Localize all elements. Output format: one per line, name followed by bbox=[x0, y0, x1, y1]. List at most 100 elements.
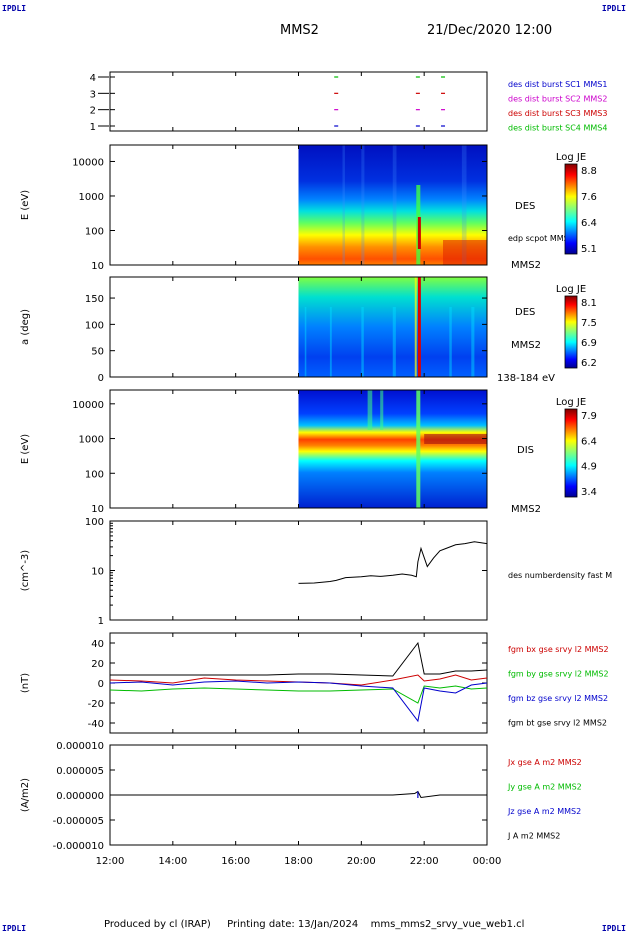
dis-energy-spectrogram bbox=[298, 390, 487, 508]
x-tick-label: 16:00 bbox=[221, 856, 250, 867]
y-axis-label: E (eV) bbox=[20, 434, 31, 464]
spectrogram-streak bbox=[380, 390, 384, 430]
colorbar-tick-label: 8.8 bbox=[581, 166, 597, 177]
spectrogram-streak bbox=[392, 307, 396, 377]
y-tick-label: 10000 bbox=[72, 157, 104, 168]
y-tick-label: 10000 bbox=[72, 400, 104, 411]
y-tick-label: 100 bbox=[85, 469, 104, 480]
corner-label-bl: IPDLI bbox=[2, 924, 27, 933]
spectrogram-streak bbox=[414, 277, 417, 377]
colorbar-title: Log JE bbox=[556, 284, 586, 295]
x-tick-label: 18:00 bbox=[284, 856, 313, 867]
y-tick-label: 0.000000 bbox=[56, 791, 104, 802]
side-label: MMS2 bbox=[511, 340, 541, 351]
footer-filename: mms_mms2_srvy_vue_web1.cl bbox=[370, 919, 525, 930]
bfield-legend-entry: fgm by gse srvy l2 MMS2 bbox=[508, 670, 609, 679]
y-axis-label: (nT) bbox=[20, 673, 31, 693]
y-tick-label: 4 bbox=[90, 73, 96, 84]
y-tick-label: 150 bbox=[85, 294, 104, 305]
colorbar bbox=[564, 408, 578, 498]
y-tick-label: 1000 bbox=[79, 435, 104, 446]
spectrogram-streak bbox=[416, 390, 421, 508]
burst-legend-entry: des dist burst SC3 MMS3 bbox=[508, 109, 607, 118]
y-tick-label: 1000 bbox=[79, 192, 104, 203]
y-tick-label: 3 bbox=[90, 89, 96, 100]
colorbar-tick-label: 3.4 bbox=[581, 487, 597, 498]
side-label: MMS2 bbox=[511, 260, 541, 271]
footer-printing-date: Printing date: 13/Jan/2024 bbox=[227, 919, 359, 930]
side-label: DES bbox=[515, 307, 535, 318]
y-tick-label: 100 bbox=[85, 226, 104, 237]
date-title: 21/Dec/2020 12:00 bbox=[427, 23, 553, 38]
y-tick-label: 50 bbox=[91, 347, 104, 358]
y-tick-label: -0.000005 bbox=[53, 816, 104, 827]
des-pitch-spectrogram bbox=[298, 277, 487, 377]
bfield-legend-entry: fgm bt gse srvy l2 MMS2 bbox=[508, 719, 607, 728]
spectrogram-hot bbox=[424, 434, 487, 444]
spectrogram-streak bbox=[342, 145, 345, 265]
colorbar bbox=[564, 295, 578, 369]
side-label: DIS bbox=[517, 445, 534, 456]
side-label: 138-184 eV bbox=[497, 373, 555, 384]
y-tick-label: 1 bbox=[90, 122, 96, 133]
bfield-series-bz bbox=[109, 680, 488, 723]
colorbar-tick-label: 7.5 bbox=[581, 318, 597, 329]
x-tick-label: 20:00 bbox=[347, 856, 376, 867]
y-tick-label: 1 bbox=[98, 616, 104, 627]
y-tick-label: -0.000010 bbox=[53, 841, 104, 852]
x-tick-label: 14:00 bbox=[158, 856, 187, 867]
x-tick-label: 12:00 bbox=[96, 856, 125, 867]
bfield-series-bx bbox=[109, 674, 488, 686]
current-legend-entry: Jy gse A m2 MMS2 bbox=[507, 783, 582, 792]
x-tick-label: 22:00 bbox=[410, 856, 439, 867]
colorbar-tick-label: 6.9 bbox=[581, 338, 597, 349]
current-series-line bbox=[110, 790, 487, 799]
side-label: DES bbox=[515, 201, 535, 212]
mission-title: MMS2 bbox=[280, 23, 319, 38]
bfield-legend-entry: fgm bz gse srvy l2 MMS2 bbox=[508, 694, 608, 703]
colorbar-tick-label: 4.9 bbox=[581, 462, 597, 473]
y-axis-label: (A/m2) bbox=[20, 778, 31, 812]
burst-panel-frame bbox=[109, 71, 488, 132]
bfield-series-by bbox=[109, 685, 488, 704]
y-tick-label: 10 bbox=[91, 504, 104, 515]
footer-produced-by: Produced by cl (IRAP) bbox=[104, 919, 211, 930]
spectrogram-streak bbox=[417, 217, 421, 249]
spectrogram-streak bbox=[361, 307, 364, 377]
colorbar-tick-label: 6.4 bbox=[581, 218, 597, 229]
colorbar-tick-label: 7.9 bbox=[581, 411, 597, 422]
colorbar-tick-label: 6.4 bbox=[581, 436, 597, 447]
current-legend-entry: Jz gse A m2 MMS2 bbox=[507, 807, 581, 816]
spectrogram-streak bbox=[361, 145, 365, 265]
y-axis-label: E (eV) bbox=[20, 190, 31, 220]
y-tick-label: 0.000005 bbox=[56, 766, 104, 777]
burst-legend-entry: des dist burst SC1 MMS1 bbox=[508, 80, 607, 89]
density-legend-entry: des numberdensity fast M bbox=[508, 571, 612, 580]
y-axis-label: a (deg) bbox=[20, 309, 31, 345]
colorbar-tick-label: 8.1 bbox=[581, 298, 597, 309]
y-tick-label: 100 bbox=[85, 320, 104, 331]
current-legend-entry: J A m2 MMS2 bbox=[507, 832, 560, 841]
y-axis-label: (cm^-3) bbox=[20, 550, 31, 591]
colorbar-tick-label: 7.6 bbox=[581, 192, 597, 203]
y-tick-label: 40 bbox=[91, 639, 104, 650]
y-tick-label: -40 bbox=[88, 719, 104, 730]
colorbar bbox=[564, 163, 578, 255]
spectrogram-streak bbox=[449, 307, 452, 377]
spectrogram-streak bbox=[471, 307, 475, 377]
x-tick-label: 00:00 bbox=[473, 856, 502, 867]
current-legend-entry: Jx gse A m2 MMS2 bbox=[507, 758, 582, 767]
y-tick-label: 0 bbox=[98, 373, 104, 384]
spectrogram-hot bbox=[443, 240, 487, 265]
y-tick-label: -20 bbox=[88, 699, 104, 710]
y-tick-label: 10 bbox=[91, 567, 104, 578]
burst-legend-entry: des dist burst SC4 MMS4 bbox=[508, 124, 607, 133]
side-label: MMS2 bbox=[511, 504, 541, 515]
corner-label-br: IPDLI bbox=[601, 924, 626, 933]
spectrogram-streak bbox=[461, 145, 467, 265]
spectrogram-streak bbox=[304, 307, 307, 377]
density-frame bbox=[109, 520, 488, 621]
y-tick-label: 100 bbox=[85, 517, 104, 528]
burst-legend-entry: des dist burst SC2 MMS2 bbox=[508, 95, 607, 104]
